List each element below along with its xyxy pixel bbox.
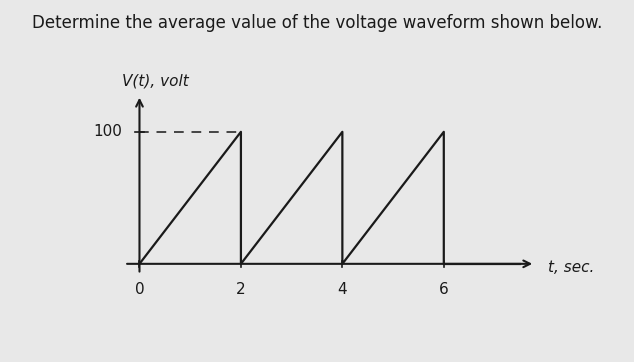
Text: 6: 6 (439, 282, 449, 297)
Text: 100: 100 (93, 124, 122, 139)
Text: 2: 2 (236, 282, 246, 297)
Text: t, sec.: t, sec. (548, 260, 594, 275)
Text: 0: 0 (134, 282, 145, 297)
Text: Determine the average value of the voltage waveform shown below.: Determine the average value of the volta… (32, 14, 602, 33)
Text: 4: 4 (337, 282, 347, 297)
Text: V(t), volt: V(t), volt (122, 73, 188, 88)
